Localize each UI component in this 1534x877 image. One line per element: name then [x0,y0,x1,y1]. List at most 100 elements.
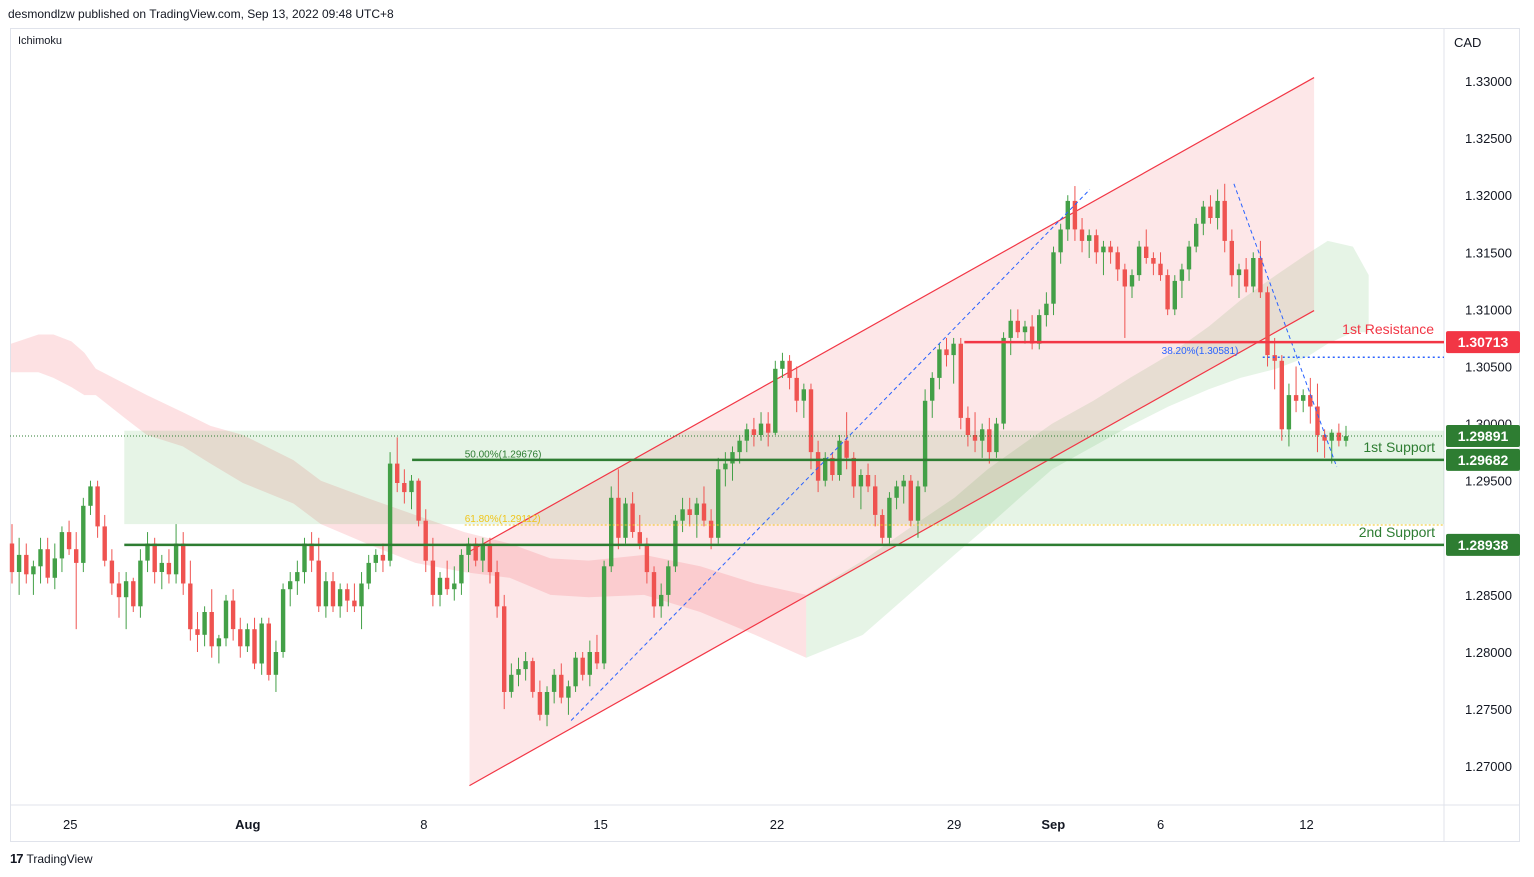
candle[interactable] [723,463,728,470]
candle[interactable] [701,503,707,521]
candle[interactable] [273,652,279,675]
candle[interactable] [1008,320,1013,338]
candle[interactable] [830,457,835,475]
candle[interactable] [1186,246,1192,270]
candle[interactable] [1044,303,1049,316]
candle[interactable] [908,480,913,521]
candle[interactable] [1215,200,1220,218]
candle[interactable] [958,343,963,418]
candle[interactable] [623,503,628,538]
candle[interactable] [837,440,842,475]
candle[interactable] [1258,258,1263,293]
candle[interactable] [302,543,307,573]
candle[interactable] [630,503,635,533]
candle[interactable] [844,440,849,458]
candle[interactable] [616,497,621,538]
candle[interactable] [473,543,478,561]
candle[interactable] [230,600,236,630]
candle[interactable] [1029,326,1035,344]
candle[interactable] [794,377,799,401]
candle[interactable] [1251,258,1256,287]
candle[interactable] [1279,360,1284,430]
candle[interactable] [502,606,507,692]
candle[interactable] [1001,337,1006,424]
candle[interactable] [901,480,906,487]
candle[interactable] [409,480,414,493]
fib-swing-line[interactable] [570,189,1091,721]
candle[interactable] [1015,320,1020,333]
tradingview-footer[interactable]: 17 TradingView [10,851,93,866]
candle[interactable] [116,583,122,598]
candle[interactable] [1336,432,1342,441]
candle[interactable] [1293,395,1299,401]
candle[interactable] [238,629,243,647]
candle[interactable] [873,486,878,515]
candle[interactable] [637,532,642,544]
candle[interactable] [644,543,650,573]
candle[interactable] [387,463,393,561]
candle[interactable] [316,560,321,607]
candle[interactable] [509,674,514,692]
candle[interactable] [359,583,364,607]
candle[interactable] [1301,395,1306,401]
candle[interactable] [587,652,592,675]
candle[interactable] [444,577,450,590]
candle[interactable] [52,558,57,578]
candle[interactable] [24,554,29,575]
candle[interactable] [1329,432,1334,441]
candle[interactable] [1201,206,1206,224]
candle[interactable] [159,562,164,572]
candle[interactable] [395,463,400,483]
candle[interactable] [280,589,286,652]
candle[interactable] [1322,435,1327,441]
candle[interactable] [573,657,578,687]
candle[interactable] [59,532,65,559]
candle[interactable] [466,543,471,555]
candle[interactable] [123,581,129,598]
candle[interactable] [744,429,749,441]
candle[interactable] [366,562,371,584]
candle[interactable] [523,661,528,670]
candle[interactable] [9,543,15,573]
candle[interactable] [245,629,250,647]
candle[interactable] [980,429,985,441]
candle[interactable] [74,549,79,563]
candle[interactable] [1343,436,1349,441]
candle[interactable] [494,572,500,607]
candle[interactable] [858,475,864,487]
candle[interactable] [994,423,999,453]
candle[interactable] [659,594,664,607]
candle[interactable] [1087,235,1092,241]
candle[interactable] [31,566,36,575]
candle[interactable] [487,543,493,573]
candle[interactable] [345,589,350,601]
candle[interactable] [880,515,885,538]
candle[interactable] [737,440,742,453]
candle[interactable] [730,452,735,464]
candle[interactable] [1037,315,1042,344]
candle[interactable] [430,560,436,595]
candle[interactable] [1136,246,1142,276]
candle[interactable] [1208,206,1213,218]
channel-lower-line[interactable] [469,310,1315,787]
candle[interactable] [823,457,828,481]
candle[interactable] [216,638,222,647]
candle[interactable] [173,543,179,575]
candle[interactable] [1286,395,1292,430]
candle[interactable] [601,566,607,664]
candle[interactable] [166,562,172,575]
candle[interactable] [288,581,293,590]
candle[interactable] [480,543,485,561]
candle[interactable] [716,469,721,538]
candle[interactable] [266,623,271,675]
candle[interactable] [323,581,329,607]
candle[interactable] [1108,246,1113,253]
candle[interactable] [915,486,921,521]
candle[interactable] [516,669,521,675]
candle[interactable] [423,520,428,561]
candle[interactable] [1151,258,1156,264]
candle[interactable] [452,583,457,590]
candle[interactable] [687,509,692,515]
candle[interactable] [109,560,115,584]
